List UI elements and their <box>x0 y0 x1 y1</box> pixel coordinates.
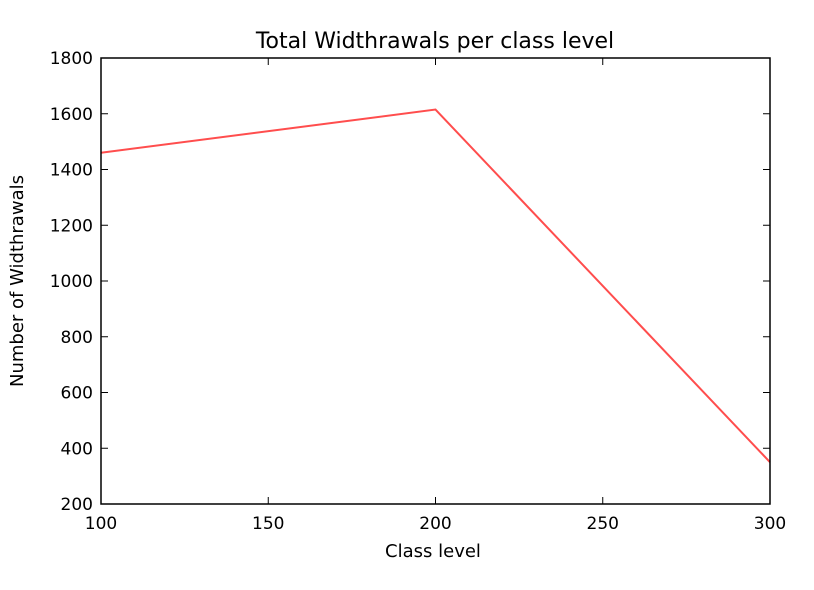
y-tick-label: 600 <box>61 384 93 404</box>
y-tick-label: 400 <box>61 439 93 459</box>
x-tick-label: 250 <box>587 514 619 534</box>
y-axis-title: Number of Widthrawals <box>7 175 28 387</box>
y-tick-label: 1200 <box>50 216 93 236</box>
x-tick-label: 200 <box>419 514 451 534</box>
y-tick-label: 200 <box>61 495 93 515</box>
y-tick-label: 800 <box>61 328 93 348</box>
x-axis-title: Class level <box>385 541 481 562</box>
y-tick-label: 1400 <box>50 161 93 181</box>
series-line-0 <box>100 108 771 463</box>
x-tick-label: 150 <box>252 514 284 534</box>
chart-title: Total Widthrawals per class level <box>255 29 614 54</box>
x-tick-label: 100 <box>85 514 117 534</box>
x-tick-label: 300 <box>754 514 786 534</box>
plot-frame <box>100 57 771 505</box>
y-tick-label: 1800 <box>50 49 93 69</box>
plot-area: 100 150 200 250 300 200 400 600 800 1000 1200 1400 1… <box>50 49 786 534</box>
y-tick-label: 1000 <box>50 272 93 292</box>
y-tick-label: 1600 <box>50 105 93 125</box>
